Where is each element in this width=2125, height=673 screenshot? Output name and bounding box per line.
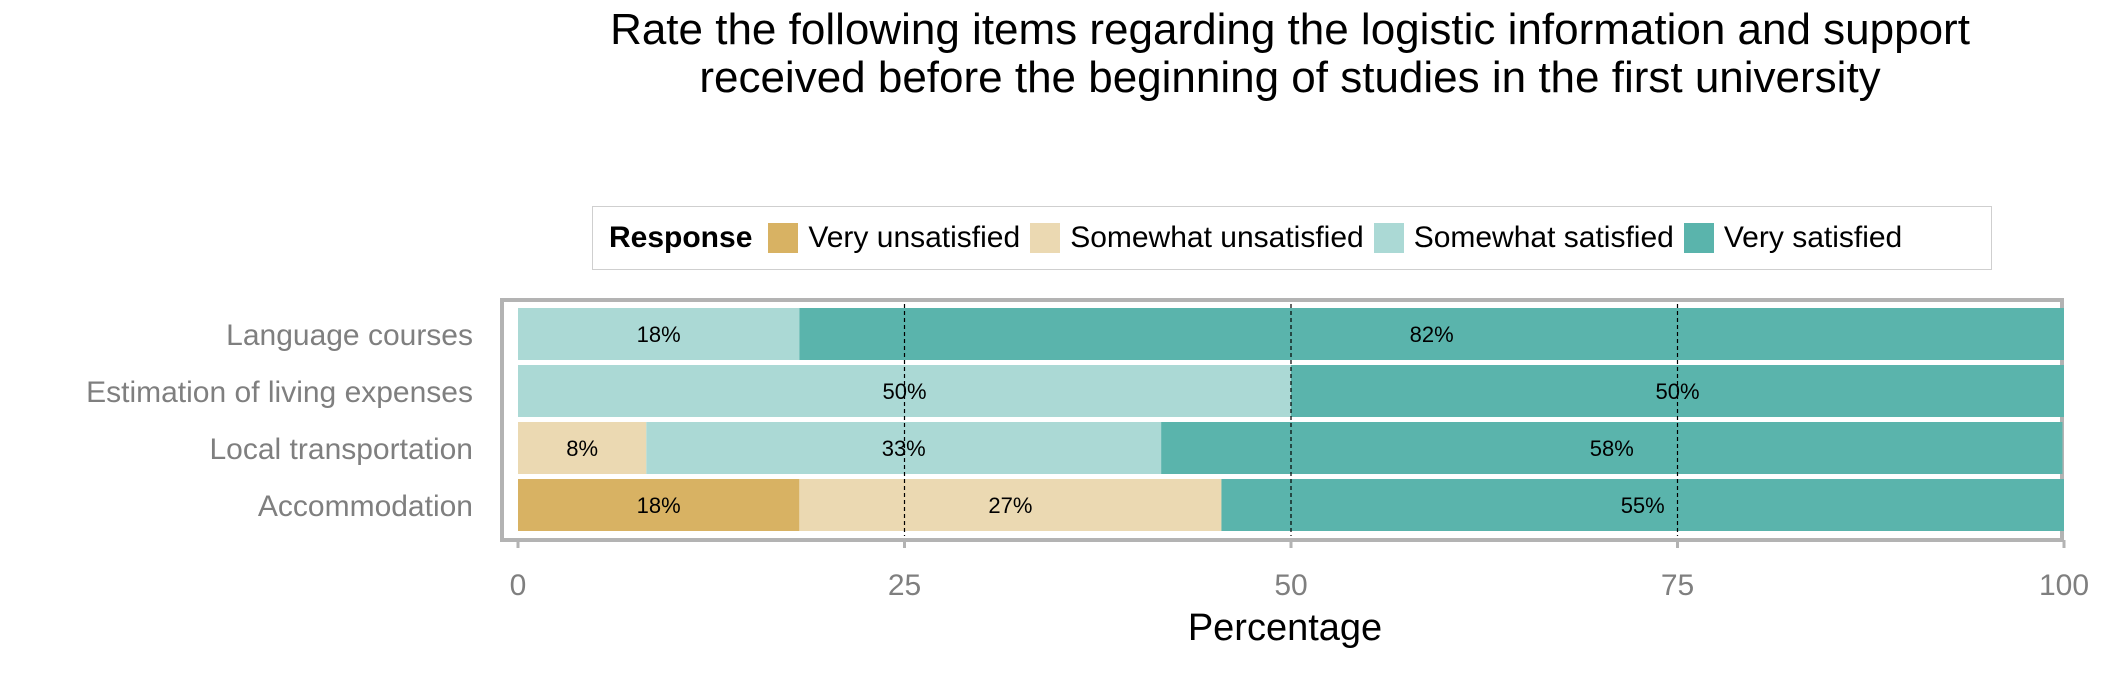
legend-swatch-somewhat-unsatisfied <box>1030 223 1061 253</box>
data-label: 55% <box>1621 493 1665 518</box>
data-label: 82% <box>1410 322 1454 347</box>
data-label: 18% <box>637 322 681 347</box>
data-label: 8% <box>566 436 598 461</box>
legend-label-somewhat-satisfied: Somewhat satisfied <box>1413 221 1674 254</box>
bar-segment <box>799 479 1222 531</box>
x-axis-title: Percentage <box>1188 607 1382 649</box>
y-category-label: Estimation of living expenses <box>86 376 473 409</box>
legend-swatch-very-satisfied <box>1683 223 1714 253</box>
legend-label-very-unsatisfied: Very unsatisfied <box>808 221 1021 254</box>
data-label: 58% <box>1590 436 1634 461</box>
bar-segment <box>518 422 647 474</box>
bar-segment <box>518 308 800 360</box>
y-category-label: Local transportation <box>210 433 474 466</box>
bar-segment <box>518 479 800 531</box>
legend-title: Response <box>609 221 753 254</box>
legend-swatch-somewhat-satisfied <box>1373 223 1404 253</box>
x-tick-label: 25 <box>888 569 921 602</box>
legend-item-very-unsatisfied: Very unsatisfied <box>768 221 1020 255</box>
data-label: 33% <box>882 436 926 461</box>
bar-segment <box>1221 479 2064 531</box>
legend-swatch-very-unsatisfied <box>768 223 799 253</box>
x-tick-label: 75 <box>1661 569 1694 602</box>
legend: Response Very unsatisfied Somewhat unsat… <box>592 206 1992 270</box>
x-tick-label: 0 <box>510 569 527 602</box>
data-label: 27% <box>988 493 1032 518</box>
bar-segment <box>1161 422 2063 474</box>
bar-segment <box>646 422 1162 474</box>
y-category-label: Language courses <box>226 319 473 352</box>
bar-segment <box>799 308 2064 360</box>
legend-item-somewhat-unsatisfied: Somewhat unsatisfied <box>1030 221 1364 255</box>
legend-label-somewhat-unsatisfied: Somewhat unsatisfied <box>1070 221 1364 254</box>
data-label: 18% <box>637 493 681 518</box>
x-tick-label: 100 <box>2039 569 2089 602</box>
legend-item-very-satisfied: Very satisfied <box>1683 221 1903 255</box>
y-category-label: Accommodation <box>258 490 473 523</box>
legend-item-somewhat-satisfied: Somewhat satisfied <box>1373 221 1674 255</box>
x-tick-label: 50 <box>1274 569 1307 602</box>
plot-panel-border <box>500 298 2064 542</box>
chart-title: Rate the following items regarding the l… <box>610 5 1970 102</box>
legend-label-very-satisfied: Very satisfied <box>1723 221 1903 254</box>
